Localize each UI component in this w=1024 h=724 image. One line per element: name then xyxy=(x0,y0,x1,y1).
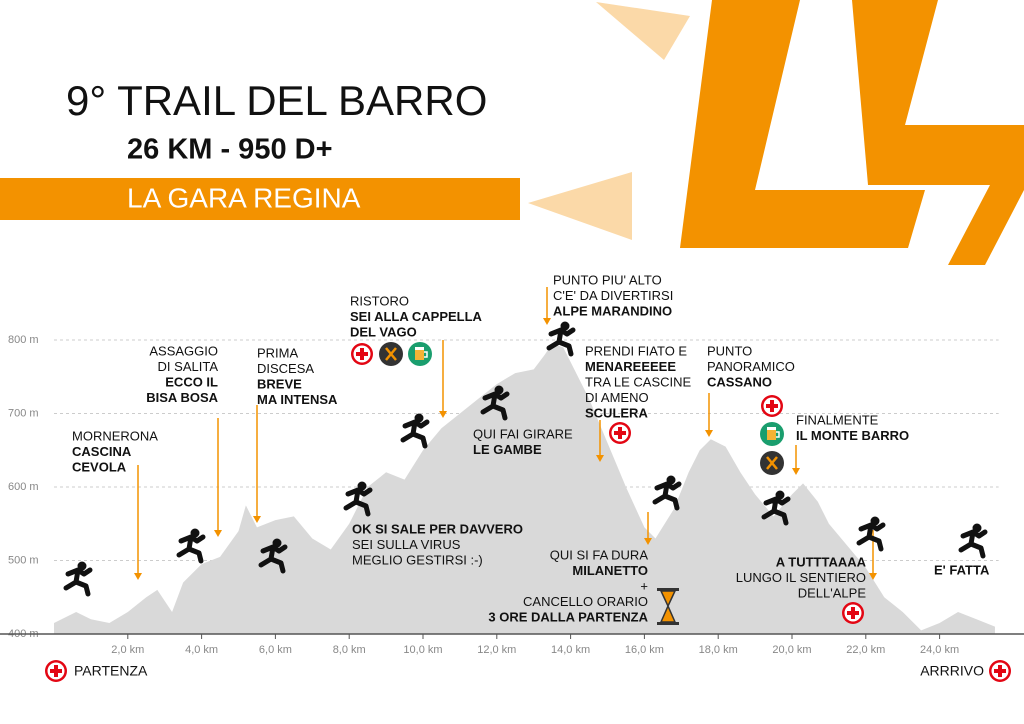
annotation-arrowhead xyxy=(253,516,261,523)
annotation-line: CASSANO xyxy=(707,374,772,389)
annotation-line: MA INTENSA xyxy=(257,392,338,407)
aid-icon xyxy=(45,660,67,682)
annotation-line: SEI SULLA VIRUS xyxy=(352,537,461,552)
annotation-line: ECCO IL xyxy=(165,374,218,389)
aid-icon xyxy=(351,343,373,365)
annotation-line: DISCESA xyxy=(257,361,314,376)
annotation-line: MORNERONA xyxy=(72,428,158,443)
annotation-line: CASCINA xyxy=(72,444,132,459)
tagline: LA GARA REGINA xyxy=(127,182,361,213)
annotation-line: BISA BOSA xyxy=(146,390,218,405)
annotation-arrowhead xyxy=(644,538,652,545)
drink-icon xyxy=(759,421,785,447)
annotation-line: DI AMENO xyxy=(585,390,649,405)
annotation-line: ALPE MARANDINO xyxy=(553,303,672,318)
annotation-line: LUNGO IL SENTIERO xyxy=(736,570,866,585)
logo-shape xyxy=(852,0,1024,265)
x-tick-label: 24,0 km xyxy=(920,644,959,656)
x-tick-label: 4,0 km xyxy=(185,644,218,656)
annotation-arrowhead xyxy=(792,468,800,475)
x-tick-label: 10,0 km xyxy=(403,644,442,656)
annotation-line: QUI SI FA DURA xyxy=(550,547,649,562)
deco-triangle xyxy=(528,172,632,240)
elevation-area xyxy=(54,343,995,634)
annotation-line: FINALMENTE xyxy=(796,412,879,427)
annotation-line: DI SALITA xyxy=(158,359,219,374)
aid-icon xyxy=(609,422,631,444)
annotation-line: PANORAMICO xyxy=(707,359,795,374)
annotation-line: 3 ORE DALLA PARTENZA xyxy=(488,609,648,624)
annotation-line: PUNTO PIU' ALTO xyxy=(553,272,662,287)
annotation-line: C'E' DA DIVERTIRSI xyxy=(553,288,673,303)
annotation-line: TRA LE CASCINE xyxy=(585,374,692,389)
y-tick-label: 700 m xyxy=(8,407,39,419)
x-tick-label: 8,0 km xyxy=(333,644,366,656)
deco-triangle xyxy=(596,2,690,60)
end-label: ARRRIVO xyxy=(920,663,984,679)
annotation-line: + xyxy=(640,578,648,593)
annotation-arrowhead xyxy=(869,573,877,580)
annotation-line: DEL VAGO xyxy=(350,324,417,339)
food-icon xyxy=(377,340,405,368)
subtitle: 26 KM - 950 D+ xyxy=(127,134,333,166)
annotation-line: OK SI SALE PER DAVVERO xyxy=(352,521,523,536)
annotation-arrowhead xyxy=(439,411,447,418)
annotation-line: E' FATTA xyxy=(934,562,990,577)
annotation-arrowhead xyxy=(705,430,713,437)
aid-icon xyxy=(989,660,1011,682)
annotation-line: IL MONTE BARRO xyxy=(796,428,909,443)
annotation-line: SEI ALLA CAPPELLA xyxy=(350,309,483,324)
y-tick-label: 800 m xyxy=(8,334,39,346)
y-tick-label: 600 m xyxy=(8,481,39,493)
annotation-line: DELL'ALPE xyxy=(798,585,867,600)
food-icon xyxy=(758,449,786,477)
x-tick-label: 18,0 km xyxy=(699,644,738,656)
annotation-arrowhead xyxy=(596,455,604,462)
y-tick-label: 500 m xyxy=(8,554,39,566)
logo-shape xyxy=(680,0,925,248)
annotation-line: MILANETTO xyxy=(572,563,648,578)
hourglass-icon xyxy=(657,588,679,625)
tagline-bar xyxy=(0,178,520,220)
annotation-arrowhead xyxy=(134,573,142,580)
x-tick-label: 6,0 km xyxy=(259,644,292,656)
annotation-line: A TUTTTAAAA xyxy=(776,554,867,569)
start-label: PARTENZA xyxy=(74,663,148,679)
annotation-line: LE GAMBE xyxy=(473,442,542,457)
x-tick-label: 16,0 km xyxy=(625,644,664,656)
annotation-arrowhead xyxy=(214,530,222,537)
annotation-line: RISTORO xyxy=(350,293,409,308)
annotation-line: SCULERA xyxy=(585,405,648,420)
annotation-line: QUI FAI GIRARE xyxy=(473,426,573,441)
annotation-line: PRENDI FIATO E xyxy=(585,343,687,358)
annotation-line: PUNTO xyxy=(707,343,752,358)
annotation-line: MEGLIO GESTIRSI :-) xyxy=(352,552,483,567)
x-tick-label: 14,0 km xyxy=(551,644,590,656)
annotation-line: BREVE xyxy=(257,376,302,391)
drink-icon xyxy=(407,341,433,367)
annotation-line: ASSAGGIO xyxy=(149,343,218,358)
x-tick-label: 12,0 km xyxy=(477,644,516,656)
title: 9° TRAIL DEL BARRO xyxy=(66,77,487,124)
aid-icon xyxy=(761,395,783,417)
aid-icon xyxy=(842,602,864,624)
annotation-line: CEVOLA xyxy=(72,459,127,474)
x-tick-label: 2,0 km xyxy=(111,644,144,656)
annotation-line: PRIMA xyxy=(257,345,299,360)
annotation-line: MENAREEEEE xyxy=(585,359,676,374)
annotation-arrowhead xyxy=(543,318,551,325)
x-tick-label: 20,0 km xyxy=(772,644,811,656)
annotation-line: CANCELLO ORARIO xyxy=(523,594,648,609)
x-tick-label: 22,0 km xyxy=(846,644,885,656)
